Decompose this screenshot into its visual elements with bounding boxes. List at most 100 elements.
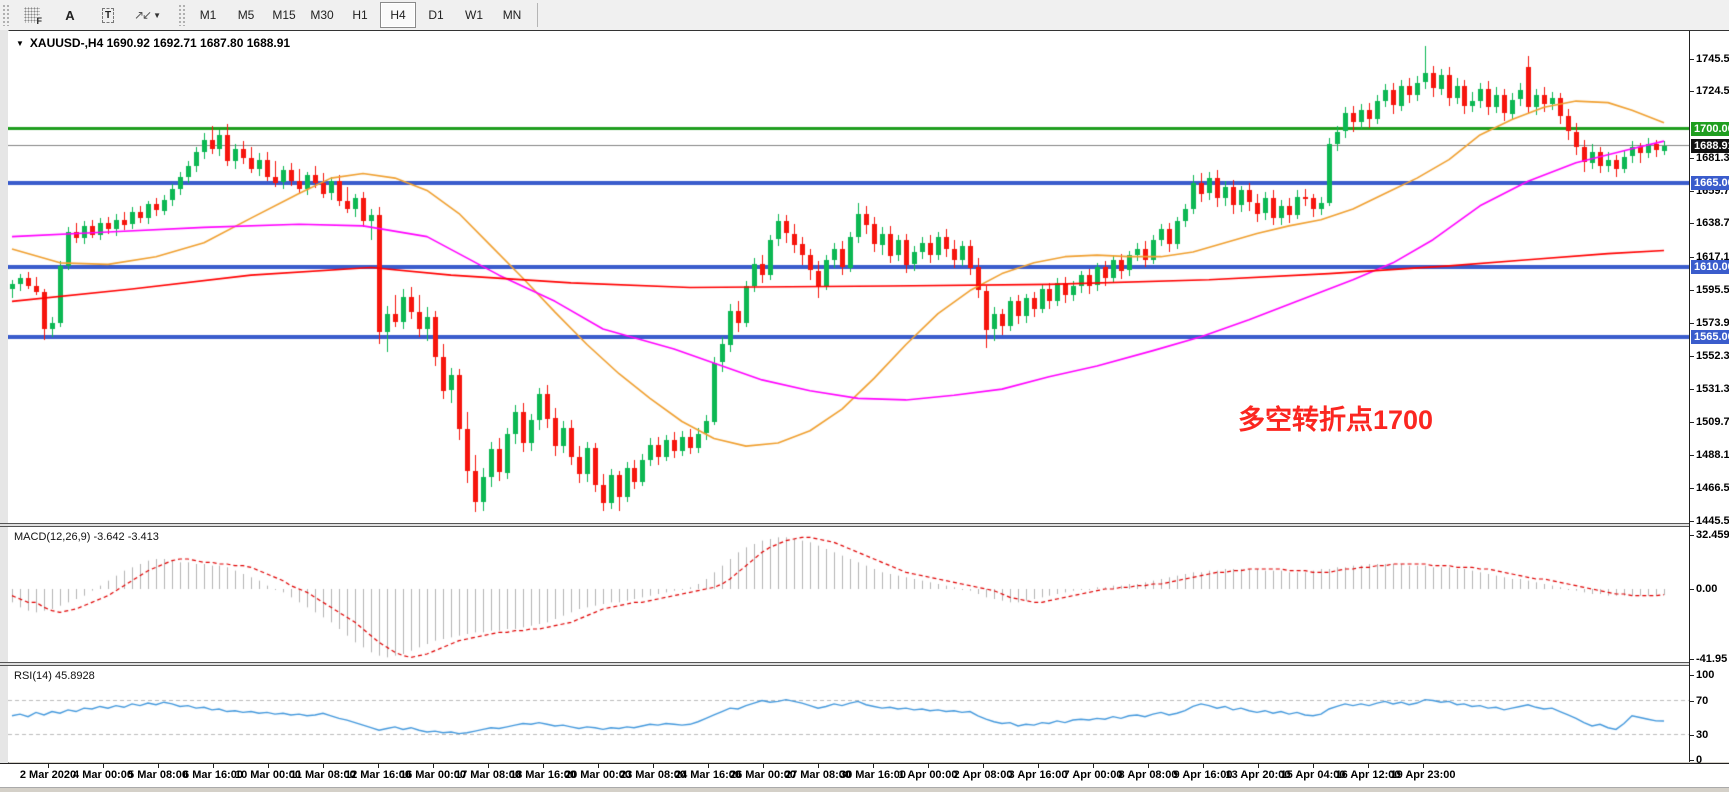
price-tick: 1617.10 (1690, 251, 1729, 263)
date-tick: 2 Apr 08:00 (953, 769, 1013, 781)
timeframe-button-m1[interactable]: M1 (199, 8, 217, 22)
rsi-tick: 100 (1689, 669, 1715, 681)
window-bottom-border (0, 787, 1729, 792)
macd-panel: MACD(12,26,9) -3.642 -3.413 (8, 527, 1689, 662)
price-tick: 1531.30 (1690, 383, 1729, 395)
date-tick-mark (1203, 764, 1204, 768)
price-tick: 1573.90 (1690, 317, 1729, 329)
date-tick-mark (598, 764, 599, 768)
font-a-icon: A (65, 7, 75, 23)
toolbar-separator (537, 3, 539, 27)
date-tick-mark (378, 764, 379, 768)
date-tick-mark (48, 764, 49, 768)
date-tick-mark (1148, 764, 1149, 768)
price-badge: 1688.91 (1691, 138, 1729, 153)
date-tick-mark (1258, 764, 1259, 768)
price-chart-panel: ▼ XAUUSD-,H4 1690.92 1692.71 1687.80 168… (8, 31, 1689, 523)
date-tick-mark (818, 764, 819, 768)
toolbar-grip-2[interactable] (178, 4, 187, 26)
date-tick: 1 Apr 00:00 (898, 769, 958, 781)
timeframe-button-m5[interactable]: M5 (237, 8, 255, 22)
price-badge: 1700.00 (1691, 121, 1729, 136)
price-badge: 1565.00 (1691, 329, 1729, 344)
date-tick-mark (433, 764, 434, 768)
date-tick: 23 Mar 08:00 (619, 769, 687, 781)
date-axis[interactable]: 2 Mar 2020 4 Mar 00:00 5 Mar 08:00 6 Mar 16… (0, 763, 1729, 788)
price-tick: 1638.70 (1690, 217, 1729, 229)
text-label-tool-button[interactable]: T (90, 2, 126, 28)
arrow-objects-button[interactable]: ↗↙ ▼ (128, 2, 167, 28)
date-tick: 16 Mar 00:00 (399, 769, 467, 781)
date-tick-mark (983, 764, 984, 768)
date-tick-mark (268, 764, 269, 768)
date-tick: 15 Apr 04:00 (1280, 769, 1346, 781)
macd-tick: 0.00 (1689, 583, 1718, 595)
date-tick-mark (1423, 764, 1424, 768)
date-tick-mark (543, 764, 544, 768)
price-tick: 1488.10 (1690, 449, 1729, 461)
price-axis[interactable]: 1745.501724.501681.301659.701638.701617.… (1689, 31, 1729, 766)
price-tick: 1724.50 (1690, 85, 1729, 97)
timeframe-button-m30[interactable]: M30 (310, 8, 334, 22)
timeframe-button-d1[interactable]: D1 (428, 8, 444, 22)
timeframe-button-m15[interactable]: M15 (272, 8, 296, 22)
macd-tick: -41.95 (1689, 652, 1728, 665)
price-chart-canvas[interactable] (8, 31, 1689, 523)
chart-title: ▼ XAUUSD-,H4 1690.92 1692.71 1687.80 168… (16, 36, 290, 50)
date-tick-mark (1313, 764, 1314, 768)
date-tick: 10 Mar 00:00 (234, 769, 302, 781)
date-tick: 3 Apr 16:00 (1008, 769, 1068, 781)
date-tick: 12 Mar 16:00 (344, 769, 412, 781)
date-tick: 16 Apr 12:00 (1335, 769, 1401, 781)
date-tick: 17 Mar 08:00 (454, 769, 522, 781)
date-tick: 4 Mar 00:00 (73, 769, 133, 781)
date-tick: 18 Mar 16:00 (509, 769, 577, 781)
date-tick: 13 Apr 20:00 (1225, 769, 1291, 781)
timeframe-button-w1[interactable]: W1 (465, 8, 484, 22)
price-tick: 1745.50 (1690, 53, 1729, 65)
panel-splitter-rsi[interactable] (0, 662, 1729, 666)
timeframe-button-h1[interactable]: H1 (352, 8, 368, 22)
font-tool-button[interactable]: A (52, 2, 88, 28)
rsi-panel: RSI(14) 45.8928 (8, 666, 1689, 762)
date-tick: 8 Apr 08:00 (1118, 769, 1178, 781)
date-tick-mark (708, 764, 709, 768)
dropdown-caret-icon: ▼ (153, 10, 162, 20)
price-tick: 1595.50 (1690, 284, 1729, 296)
price-tick: 1681.30 (1690, 152, 1729, 164)
date-tick-mark (653, 764, 654, 768)
date-tick: 27 Mar 08:00 (784, 769, 852, 781)
price-tick: 1509.70 (1690, 416, 1729, 428)
date-tick: 11 Mar 08:00 (290, 769, 356, 781)
text-t-icon: T (101, 7, 115, 23)
symbol-expand-icon[interactable]: ▼ (16, 38, 24, 48)
grid-f-icon: F (24, 7, 42, 26)
panel-splitter-macd[interactable] (0, 523, 1729, 527)
chart-text-annotation[interactable]: 多空转折点1700 (1238, 405, 1434, 435)
rsi-canvas[interactable] (8, 666, 1689, 762)
rsi-tick: 30 (1689, 728, 1709, 741)
date-tick: 7 Apr 00:00 (1063, 769, 1123, 781)
date-tick-mark (928, 764, 929, 768)
date-tick-mark (873, 764, 874, 768)
rsi-tick: 70 (1689, 694, 1709, 707)
toolbar-grip[interactable] (2, 4, 10, 26)
date-tick: 24 Mar 16:00 (674, 769, 742, 781)
timeframe-button-mn[interactable]: MN (502, 8, 522, 22)
window-top-border (0, 30, 1729, 31)
macd-canvas[interactable] (8, 527, 1689, 662)
date-tick-mark (158, 764, 159, 768)
macd-label: MACD(12,26,9) -3.642 -3.413 (14, 531, 159, 543)
date-tick-mark (488, 764, 489, 768)
price-tick: 1445.50 (1690, 515, 1729, 527)
date-tick-mark (1368, 764, 1369, 768)
chart-shift-tool-button[interactable]: F (14, 2, 50, 28)
rsi-label: RSI(14) 45.8928 (14, 670, 95, 682)
timeframe-button-h4[interactable]: H4 (380, 2, 417, 28)
rsi-tick: 0 (1689, 754, 1703, 766)
date-tick: 19 Apr 23:00 (1390, 769, 1456, 781)
price-badge: 1665.00 (1691, 175, 1729, 190)
date-tick: 5 Mar 08:00 (128, 769, 188, 781)
date-tick-mark (103, 764, 104, 768)
